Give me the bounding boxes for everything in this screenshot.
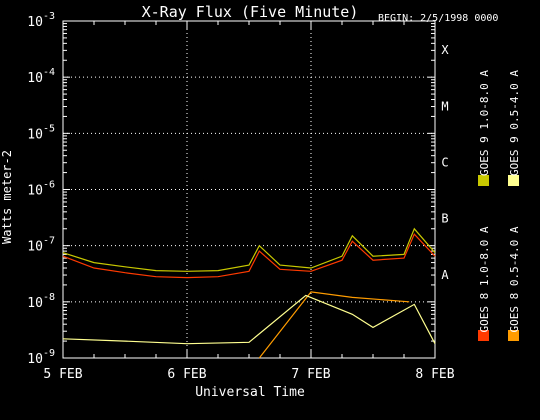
flare-class-label: C: [441, 155, 448, 169]
y-tick-label: 10-7: [27, 236, 55, 255]
flare-class-label: B: [441, 212, 448, 226]
legend-label: GOES 8 0.5-4.0 A: [508, 226, 521, 332]
x-tick-label: 5 FEB: [43, 367, 82, 382]
legend-label: GOES 8 1.0-8.0 A: [478, 226, 491, 332]
series-line: [62, 227, 436, 272]
flare-class-axis: A B C M X: [441, 43, 449, 282]
series-line: [62, 233, 436, 279]
flare-class-label: X: [441, 43, 449, 57]
x-tick-label: 7 FEB: [291, 367, 330, 382]
legend-swatch: [478, 330, 489, 341]
y-tick-label: 10-5: [27, 123, 55, 142]
x-axis: 5 FEB 6 FEB 7 FEB 8 FEB: [43, 21, 455, 382]
begin-label: BEGIN: 2/5/1998 0000: [378, 13, 498, 24]
x-tick-label: 8 FEB: [415, 367, 454, 382]
legend: GOES 8 1.0-8.0 A GOES 9 1.0-8.0 A GOES 8 0…: [478, 70, 521, 341]
legend-label: GOES 9 0.5-4.0 A: [508, 70, 521, 176]
legend-label: GOES 9 1.0-8.0 A: [478, 70, 491, 176]
x-axis-label: Universal Time: [195, 385, 305, 400]
legend-swatch: [478, 175, 489, 186]
flare-class-label: M: [441, 99, 448, 113]
series-line: [258, 291, 410, 359]
y-axis-label: Watts meter-2: [0, 150, 14, 244]
x-tick-label: 6 FEB: [167, 367, 206, 382]
y-axis: 10-9 10-8 10-7 10-6 10-5 10-4 10-3: [27, 11, 435, 367]
series-line: [62, 294, 436, 345]
legend-swatch: [508, 175, 519, 186]
y-tick-label: 10-3: [27, 11, 55, 30]
y-tick-label: 10-9: [27, 348, 55, 367]
flare-class-label: A: [441, 268, 449, 282]
y-tick-label: 10-8: [27, 292, 55, 311]
y-tick-label: 10-6: [27, 180, 55, 199]
y-tick-label: 10-4: [27, 67, 55, 86]
chart-title: X-Ray Flux (Five Minute): [142, 3, 359, 21]
series-layer: [62, 227, 436, 359]
legend-swatch: [508, 330, 519, 341]
